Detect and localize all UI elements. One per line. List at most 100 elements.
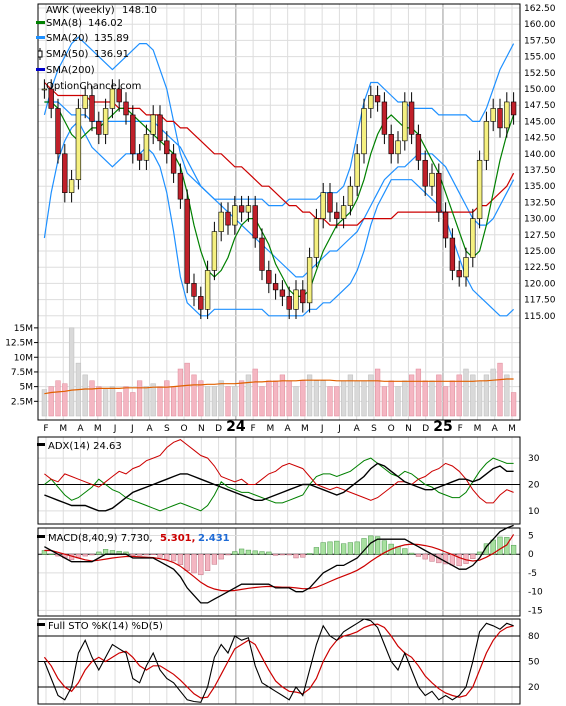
sto-panel: 20 50 80 <box>37 618 540 705</box>
candle-body <box>150 114 156 135</box>
candle-body <box>164 140 170 155</box>
price-tick-label: 125.00 <box>524 247 556 257</box>
volume-bar <box>116 392 122 417</box>
volume-bar <box>347 374 354 417</box>
candle-body <box>191 283 197 297</box>
x-tick-label: A <box>285 424 292 434</box>
sto-tick-label: 20 <box>528 683 540 693</box>
price-tick-label: 145.00 <box>524 117 556 127</box>
x-tick-label: F <box>43 424 48 434</box>
candle-body <box>286 296 292 310</box>
volume-bar <box>497 362 503 417</box>
macd-tick-label: -5 <box>528 569 537 579</box>
candle-body <box>238 205 245 213</box>
macd-histogram-bar <box>415 553 422 557</box>
volume-bar <box>340 380 347 417</box>
macd-histogram-bar <box>354 541 360 555</box>
volume-bar <box>408 374 415 417</box>
adx-label: ADX(14) 24.63 <box>48 441 122 452</box>
candle-body <box>381 101 388 135</box>
volume-bar <box>123 386 129 417</box>
candle-body <box>252 205 258 239</box>
candle-body <box>62 153 68 193</box>
candle-body <box>422 159 428 187</box>
candle-body <box>82 95 88 109</box>
volume-tick-label: 15M <box>14 324 33 334</box>
volume-bar <box>361 380 367 417</box>
candle-body <box>123 101 129 116</box>
candle-body <box>436 172 442 213</box>
candle-body <box>470 218 476 258</box>
macd-histogram-bar <box>422 553 428 560</box>
volume-bar <box>232 386 238 417</box>
x-tick-label: S <box>371 424 377 434</box>
volume-bar <box>109 386 116 417</box>
price-tick-label: 142.50 <box>524 134 556 144</box>
x-tick-label: M <box>59 424 67 434</box>
macd-line <box>44 524 514 604</box>
candle-body <box>293 289 299 310</box>
price-tick-label: 132.50 <box>524 198 556 208</box>
volume-bar <box>272 380 279 417</box>
volume-tick-label: 12.5M <box>5 339 33 349</box>
macd-signal-label: 5.301, <box>160 533 195 544</box>
macd-histogram-bar <box>327 541 333 555</box>
macd-histogram-bar <box>150 553 156 555</box>
macd-histogram-bar <box>320 542 326 555</box>
volume-bar <box>150 383 156 417</box>
macd-histogram-bar <box>225 553 231 556</box>
candle-body <box>266 270 272 284</box>
macd-histogram-bar <box>211 553 218 565</box>
x-tick-label: D <box>422 424 429 434</box>
x-tick-label: N <box>405 424 412 434</box>
candle-body <box>476 159 483 219</box>
x-tick-label: O <box>181 424 188 434</box>
volume-bar <box>415 368 422 417</box>
volume-bar <box>218 380 224 417</box>
volume-bar <box>170 386 177 417</box>
candle-body <box>136 153 143 161</box>
macd-histogram-bar <box>408 552 415 555</box>
price-legend: AWK (weekly) 148.10 SMA(8) 146.02 SMA(20… <box>36 5 157 92</box>
legend-sma20-value: 135.89 <box>94 33 129 44</box>
macd-histogram-bar <box>245 549 252 555</box>
volume-bar <box>252 368 258 417</box>
price-panel: 115.00 117.50 120.00 122.50 125.00 127.50 130.… <box>5 3 556 421</box>
macd-histogram-bar <box>300 553 306 558</box>
volume-bar <box>470 374 476 417</box>
volume-bar <box>177 368 184 417</box>
adx-minus-di-line <box>44 439 514 504</box>
candle-body <box>225 211 231 226</box>
macd-histogram-bar <box>286 553 292 556</box>
candle-body <box>198 296 204 310</box>
volume-bar <box>388 380 394 417</box>
candle-body <box>109 88 116 109</box>
legend-sma8: SMA(8) <box>46 18 82 29</box>
candle-body <box>340 205 347 219</box>
volume-bar <box>96 386 102 417</box>
candle-body <box>259 237 265 271</box>
legend-sma20: SMA(20) <box>46 33 88 44</box>
volume-bar <box>198 380 204 417</box>
volume-bar <box>300 380 306 417</box>
volume-bar <box>422 380 428 417</box>
sto-label: Full STO %K(14) %D(5) <box>48 621 163 632</box>
volume-tick-label: 5M <box>20 383 34 393</box>
macd-histogram-bar <box>198 553 204 576</box>
macd-tick-label: 5 <box>528 531 534 541</box>
candle-body <box>177 172 184 200</box>
macd-histogram-bar <box>238 548 245 555</box>
candle-body <box>48 88 54 109</box>
candle-body <box>41 88 48 91</box>
volume-bar <box>157 386 163 417</box>
candle-body <box>68 179 75 193</box>
candle-body <box>347 185 354 206</box>
candle-body <box>504 101 510 129</box>
macd-tick-label: -10 <box>528 588 543 598</box>
candle-body <box>490 108 496 122</box>
candle-body <box>361 108 367 155</box>
volume-bar <box>238 380 245 417</box>
candle-body <box>272 283 279 291</box>
macd-histogram-bar <box>313 547 320 555</box>
price-tick-label: 120.00 <box>524 279 556 289</box>
